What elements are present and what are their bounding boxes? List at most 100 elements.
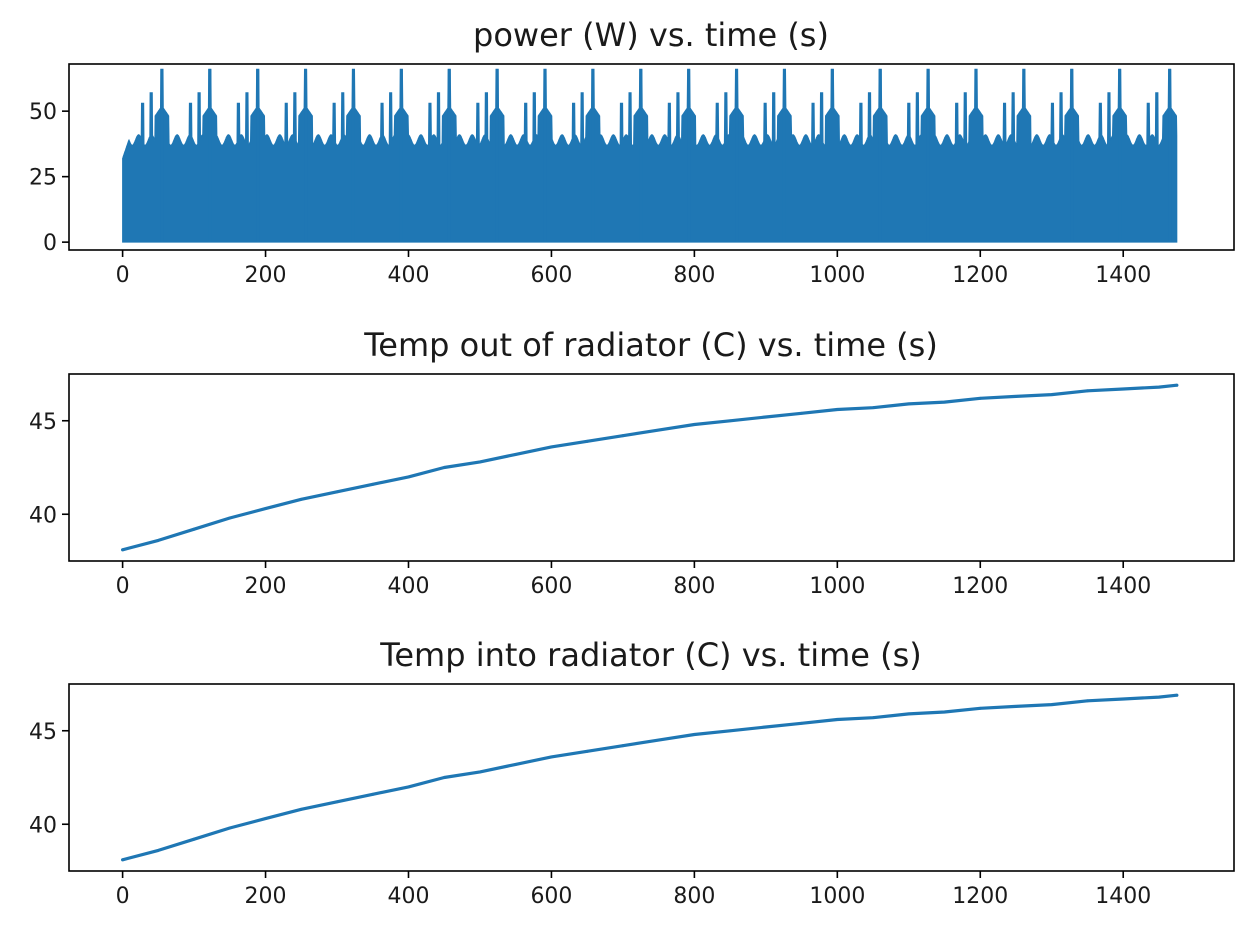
temp-in-data-point [764,725,768,729]
temp-in-data-point [585,749,589,753]
power-x-tick-label: 400 [387,263,429,288]
temp-out-x-tick-label: 1400 [1095,574,1151,599]
temp-out-data-point [692,423,696,426]
temp-in-y-axis: 40 45 [29,720,69,838]
temp-in-data-point [514,763,518,766]
power-x-tick-label: 800 [673,263,715,288]
power-plot-area [122,68,1178,243]
temp-out-data-point [978,396,982,400]
temp-in-data-point [121,858,125,862]
temp-in-y-tick-label: 45 [29,720,57,745]
temp-out-x-tick-label: 1000 [809,574,865,599]
temp-out-y-tick-label: 45 [29,410,57,435]
temp-out-panel: Temp out of radiator (C) vs. time (s) 0 2… [29,326,1235,599]
temp-out-data-point [800,411,803,415]
temp-out-data-point [657,428,661,432]
temp-in-data-point [943,710,946,714]
power-x-tick-label: 200 [245,263,287,288]
temp-in-panel: Temp into radiator (C) vs. time (s) 0 200… [29,636,1235,909]
temp-in-x-tick-label: 1200 [952,884,1008,909]
temp-out-data-point [764,415,768,419]
temp-out-data-point [871,406,875,410]
temp-out-data-point [621,434,625,438]
temp-out-data-point [156,539,160,542]
temp-out-plot-area [121,383,1179,552]
temp-in-data-point [692,733,696,736]
temp-in-data-point [1050,703,1054,706]
temp-in-data-point [228,826,232,830]
temp-in-data-point [800,721,803,725]
temp-out-data-point [407,475,410,479]
temp-out-data-point [478,460,482,464]
power-series-area [122,68,1178,243]
temp-out-data-point [192,527,196,531]
temp-out-data-point [728,419,732,423]
temp-in-data-point [407,785,410,789]
temp-in-series-line [121,693,1179,862]
power-panel: power (W) vs. time (s) 0 200 400 600 800 1000… [29,16,1235,288]
power-y-tick-label: 50 [29,100,57,125]
temp-in-data-point [442,776,446,779]
power-x-tick-label: 0 [116,263,130,288]
power-x-tick-label: 1000 [809,263,865,288]
temp-in-data-point [371,792,375,796]
temp-out-data-point [1086,389,1089,393]
temp-out-data-point [1175,383,1179,387]
temp-in-x-tick-label: 800 [673,884,715,909]
temp-in-data-point [1014,705,1018,708]
temp-out-x-tick-label: 800 [673,574,715,599]
temp-out-x-tick-label: 400 [387,574,429,599]
temp-out-x-tick-label: 600 [530,574,572,599]
temp-out-data-point [1121,387,1125,391]
temp-in-data-point [478,770,482,774]
temp-out-data-point [228,516,232,520]
temp-in-data-point [156,849,160,852]
temp-in-data-point [1121,697,1125,701]
power-x-tick-label: 1400 [1095,263,1151,288]
temp-in-data-point [871,716,875,720]
temp-in-x-tick-label: 600 [530,884,572,909]
temp-out-plot-frame [68,373,1235,562]
power-x-axis: 0 200 400 600 800 1000 1200 1400 [116,250,1151,288]
temp-out-data-point [943,400,946,404]
temp-out-x-axis: 0 200 400 600 800 1000 1200 1400 [116,561,1151,599]
temp-out-data-point [1050,393,1054,396]
temp-in-data-point [907,712,911,716]
temp-out-data-point [264,507,267,511]
temp-in-data-point [1157,695,1161,699]
temp-in-x-tick-label: 200 [245,884,287,909]
power-y-tick-label: 25 [29,166,57,191]
temp-out-data-point [514,453,518,456]
temp-out-data-point [1157,385,1161,389]
temp-out-data-point [335,490,339,494]
temp-out-data-point [299,497,303,501]
temp-in-plot-area [121,693,1179,862]
power-y-axis: 0 25 50 [29,100,69,256]
temp-in-data-point [192,837,196,841]
temp-in-y-tick-label: 40 [29,813,57,838]
temp-in-data-point [621,744,625,748]
power-x-tick-label: 1200 [952,263,1008,288]
temp-out-data-point [442,466,446,469]
temp-out-x-tick-label: 200 [245,574,287,599]
temp-in-data-point [264,817,267,821]
temp-in-x-tick-label: 1000 [809,884,865,909]
temp-out-y-axis: 40 45 [29,410,69,528]
temp-out-data-point [550,445,553,449]
temp-out-data-point [835,408,839,411]
temp-out-data-point [371,482,375,486]
temp-out-chart-title: Temp out of radiator (C) vs. time (s) [363,326,938,364]
power-x-tick-label: 600 [530,263,572,288]
temp-out-data-point [585,439,589,443]
temp-in-x-tick-label: 400 [387,884,429,909]
temp-in-data-point [299,807,303,811]
temp-out-x-tick-label: 0 [116,574,130,599]
temp-in-x-axis: 0 200 400 600 800 1000 1200 1400 [116,871,1151,909]
temp-in-data-point [657,738,661,742]
temp-out-x-tick-label: 1200 [952,574,1008,599]
temp-in-chart-title: Temp into radiator (C) vs. time (s) [379,636,922,674]
temp-in-data-point [1175,693,1179,697]
temp-in-data-point [978,706,982,710]
temp-in-data-point [550,755,553,759]
